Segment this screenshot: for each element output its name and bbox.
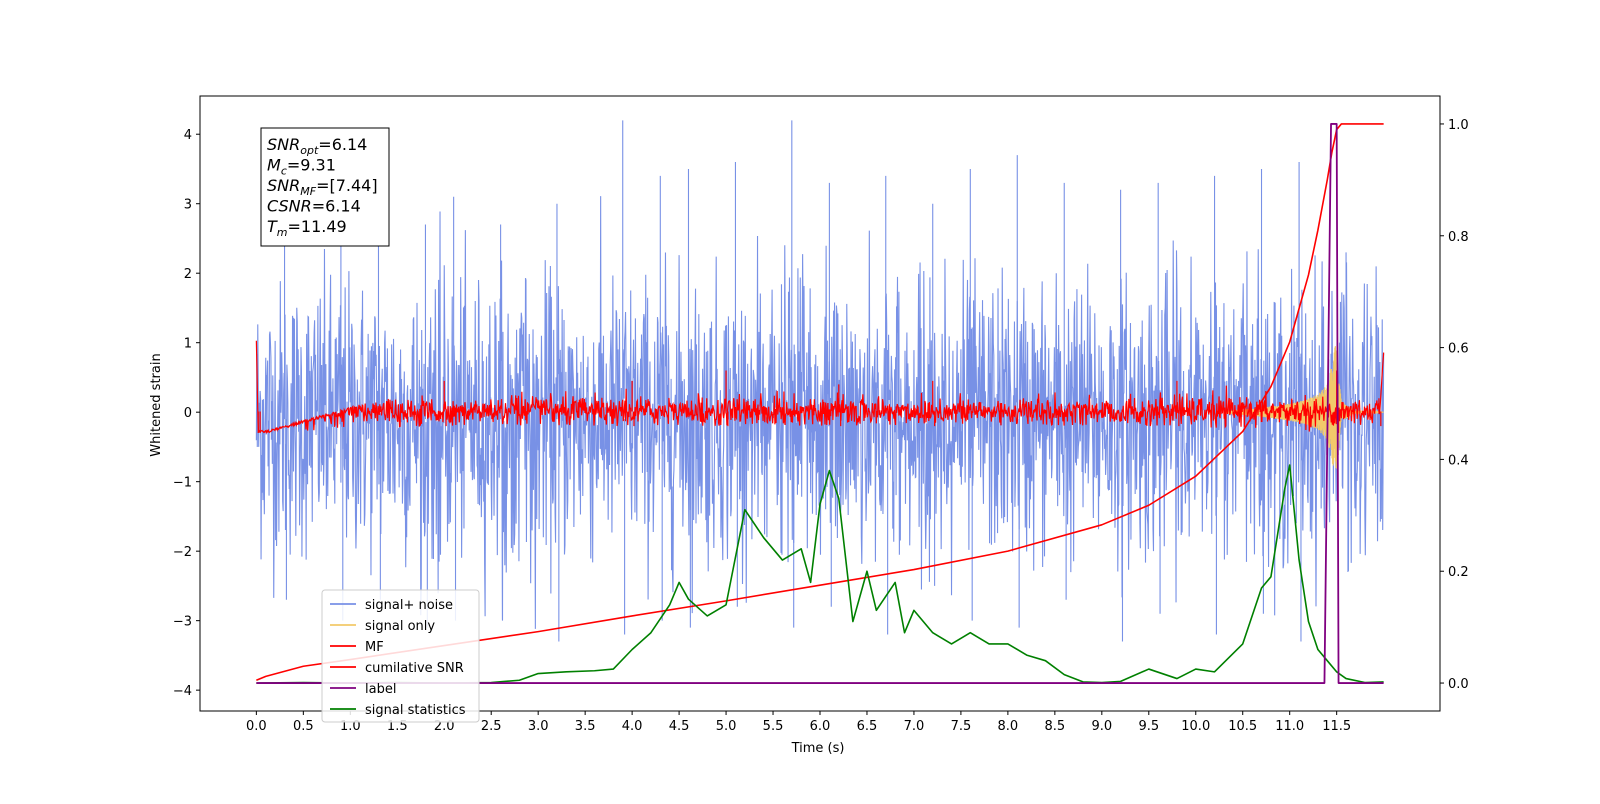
x-tick-label: 4.5 — [669, 719, 690, 734]
y-axis-left: −4 −3 −2 −1 0 1 2 3 4 — [173, 128, 200, 699]
y-left-tick-label: 3 — [184, 198, 192, 213]
annotation-line: Mc=9.31 — [267, 156, 336, 178]
y-left-tick-label: −3 — [173, 615, 192, 630]
annotation-box: SNRopt=6.14Mc=9.31SNRMF=[7.44]CSNR=6.14T… — [260, 127, 390, 247]
series-layer — [255, 120, 1385, 684]
x-tick-label: 3.5 — [575, 719, 596, 734]
x-tick-label: 1.0 — [340, 719, 361, 734]
legend-label: signal only — [365, 619, 435, 634]
x-tick-label: 4.0 — [622, 719, 643, 734]
x-tick-label: 8.0 — [998, 719, 1019, 734]
y-left-tick-label: −4 — [173, 684, 192, 699]
y-left-tick-label: 2 — [184, 267, 192, 282]
x-tick-label: 8.5 — [1045, 719, 1066, 734]
annotation-line: Tm=11.49 — [267, 217, 347, 239]
x-tick-label: 2.0 — [434, 719, 455, 734]
x-tick-label: 6.5 — [857, 719, 878, 734]
series-2-peak — [838, 384, 842, 427]
y-right-tick-label: 0.4 — [1448, 453, 1469, 468]
x-tick-label: 1.5 — [387, 719, 408, 734]
y-right-tick-label: 0.2 — [1448, 565, 1469, 580]
legend-label: MF — [365, 640, 384, 655]
series-2-peak — [257, 411, 261, 434]
series-0-peak — [453, 196, 457, 621]
series-0-peak — [734, 162, 738, 607]
series-0-peak — [1157, 182, 1161, 614]
x-tick-label: 5.0 — [716, 719, 737, 734]
legend-label: signal+ noise — [365, 598, 453, 613]
y-left-tick-label: −2 — [173, 545, 192, 560]
x-tick-label: 2.5 — [481, 719, 502, 734]
series-0-peak — [1345, 252, 1349, 573]
x-tick-label: 6.0 — [810, 719, 831, 734]
x-tick-label: 11.5 — [1322, 719, 1351, 734]
series-0-peak — [1260, 168, 1264, 614]
series-2-peak — [1378, 398, 1382, 427]
annotation-frame — [260, 127, 390, 247]
series-2-peak — [443, 380, 447, 427]
x-axis-label: Time (s) — [791, 741, 845, 756]
x-tick-label: 3.0 — [528, 719, 549, 734]
series-0-peak — [1120, 189, 1124, 642]
series-0-peak — [500, 224, 504, 621]
series-2-peak — [725, 370, 729, 427]
x-tick-label: 10.5 — [1228, 719, 1257, 734]
x-tick-label: 9.5 — [1138, 719, 1159, 734]
series-0-peak — [659, 175, 663, 621]
y-left-tick-label: 4 — [184, 128, 192, 143]
series-line-5 — [256, 464, 1384, 684]
series-2-peak — [631, 380, 635, 427]
x-tick-label: 7.5 — [951, 719, 972, 734]
x-tick-label: 9.0 — [1091, 719, 1112, 734]
y-right-tick-label: 0.6 — [1448, 342, 1469, 357]
y-left-tick-label: 0 — [184, 406, 192, 421]
x-tick-label: 0.0 — [246, 719, 267, 734]
series-0-peak — [828, 182, 832, 607]
y-right-tick-label: 0.0 — [1448, 677, 1469, 692]
series-line-4 — [256, 123, 1384, 684]
series-0-peak — [969, 168, 973, 621]
legend-label: signal statistics — [365, 703, 466, 718]
series-0-peak — [885, 175, 889, 635]
annotation-line: SNRMF=[7.44] — [267, 176, 378, 198]
x-tick-label: 10.0 — [1181, 719, 1210, 734]
series-0-peak — [1214, 175, 1217, 635]
x-tick-label: 7.0 — [904, 719, 925, 734]
y-axis-right: 0.0 0.2 0.4 0.6 0.8 1.0 — [1440, 118, 1469, 692]
y-left-tick-label: 1 — [184, 337, 192, 352]
x-tick-label: 11.0 — [1275, 719, 1304, 734]
series-0-peak — [791, 120, 795, 628]
series-0-peak — [687, 168, 691, 628]
y-axis-left-label: Whitened strain — [149, 353, 164, 456]
legend-label: cumilative SNR — [365, 661, 464, 676]
y-right-tick-label: 1.0 — [1448, 118, 1469, 133]
series-0-peak — [1016, 155, 1020, 628]
x-tick-label: 5.5 — [763, 719, 784, 734]
series-line-0 — [255, 196, 1385, 629]
legend-label: label — [365, 682, 396, 697]
series-0-peak — [284, 224, 287, 600]
y-right-tick-label: 0.8 — [1448, 230, 1469, 245]
legend: signal+ noise signal only MF cumilative SNR… — [321, 589, 480, 723]
annotation-line: CSNR=6.14 — [267, 197, 361, 216]
legend-frame — [321, 589, 480, 723]
series-0-peak — [377, 217, 381, 600]
series-0-peak — [622, 120, 626, 635]
x-axis: 0.0 0.5 1.0 1.5 2.0 2.5 3.0 3.5 4.0 4.5 5.0 5.5 6.0 6… — [246, 711, 1351, 734]
annotation-line: SNRopt=6.14 — [267, 135, 367, 157]
series-0-peak — [1063, 182, 1067, 600]
series-0-peak — [556, 203, 560, 642]
x-tick-label: 0.5 — [293, 719, 314, 734]
series-2-peak — [1176, 380, 1180, 427]
series-2-peak — [932, 380, 936, 427]
y-left-tick-label: −1 — [173, 476, 192, 491]
series-0-peak — [1298, 162, 1302, 642]
